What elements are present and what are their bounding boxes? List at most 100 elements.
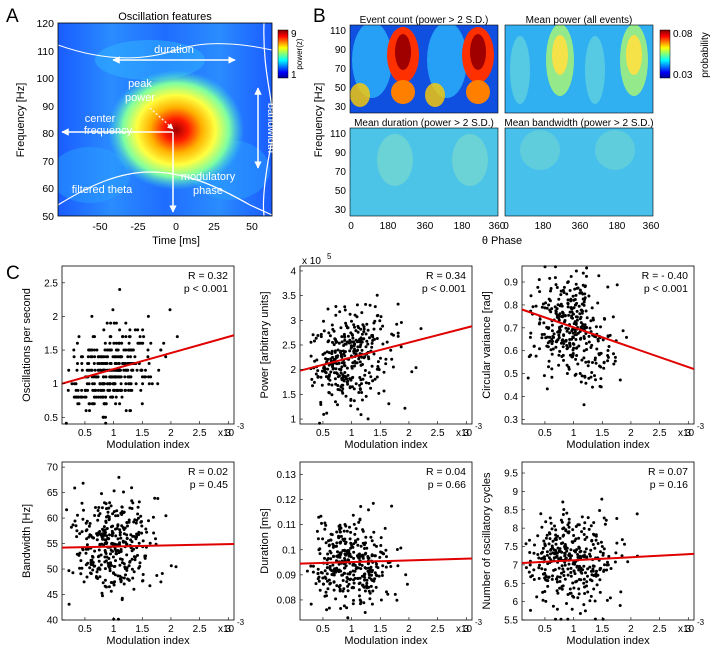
y-tick-label: 0.09 xyxy=(277,570,297,581)
y-tick-label: 9 xyxy=(512,487,518,498)
data-point xyxy=(316,577,320,581)
data-point xyxy=(88,402,92,406)
data-point xyxy=(378,555,382,559)
data-point xyxy=(99,388,103,392)
data-point xyxy=(349,577,353,581)
data-point xyxy=(606,354,610,357)
x-tick-label: 3 xyxy=(685,624,691,635)
data-point xyxy=(86,362,90,365)
data-point xyxy=(347,549,351,553)
data-point xyxy=(132,535,136,538)
data-point xyxy=(569,574,573,578)
data-point xyxy=(139,520,143,524)
panel-b-colorbar-max: 0.08 xyxy=(673,29,693,40)
data-point xyxy=(591,318,595,322)
data-point xyxy=(356,345,360,349)
data-point xyxy=(589,594,593,598)
data-point xyxy=(359,602,362,606)
panel-b-ytick: 110 xyxy=(330,129,346,140)
data-point xyxy=(118,328,122,332)
data-point xyxy=(338,555,342,559)
data-point xyxy=(346,572,350,576)
data-point xyxy=(366,355,370,359)
data-point xyxy=(584,571,587,575)
data-point xyxy=(578,312,582,316)
data-point xyxy=(543,555,546,559)
data-point xyxy=(552,556,556,560)
data-point xyxy=(526,376,530,380)
data-point xyxy=(352,343,356,347)
data-point xyxy=(371,379,375,383)
data-point xyxy=(542,374,546,378)
data-point xyxy=(358,563,362,566)
data-point xyxy=(572,346,576,350)
data-point xyxy=(116,348,120,352)
data-point xyxy=(587,527,591,531)
data-point xyxy=(561,345,565,349)
data-point xyxy=(564,338,568,342)
data-point xyxy=(146,355,150,359)
annotation-bandwidth: bandwidth xyxy=(265,103,277,153)
data-point xyxy=(587,294,591,298)
data-point xyxy=(125,566,129,570)
data-point xyxy=(564,528,568,532)
data-point xyxy=(364,345,368,349)
data-point xyxy=(336,550,339,554)
data-point xyxy=(550,352,554,356)
data-point xyxy=(543,557,547,561)
data-point xyxy=(574,282,578,286)
data-point xyxy=(370,334,374,337)
data-point xyxy=(358,594,361,598)
data-point xyxy=(77,553,81,557)
data-point xyxy=(582,527,586,530)
data-point xyxy=(381,552,385,556)
data-point xyxy=(140,402,144,406)
data-point xyxy=(583,323,587,327)
data-point xyxy=(156,497,160,500)
data-point xyxy=(65,508,69,512)
data-point xyxy=(323,521,327,525)
data-point xyxy=(331,573,335,577)
data-point xyxy=(90,348,94,352)
data-point xyxy=(575,354,579,357)
data-point xyxy=(576,362,580,366)
data-point xyxy=(352,542,356,546)
x-tick-label: 3 xyxy=(463,624,469,635)
data-point xyxy=(342,379,346,383)
data-point xyxy=(366,328,370,332)
data-point xyxy=(565,546,569,550)
panel-b-colorbar-min: 0.03 xyxy=(673,70,693,81)
data-point xyxy=(136,505,140,509)
data-point xyxy=(532,551,536,555)
data-point xyxy=(375,375,379,379)
data-point xyxy=(545,533,549,537)
data-point xyxy=(568,331,572,335)
data-point xyxy=(607,554,611,558)
data-point xyxy=(375,562,378,566)
data-point xyxy=(70,382,74,386)
y-axis-label: Power [arbitrary units] xyxy=(259,292,271,399)
stat-p: p = 0.16 xyxy=(650,479,688,491)
data-point xyxy=(599,325,602,329)
data-point xyxy=(363,611,367,614)
data-point xyxy=(555,580,559,584)
data-point xyxy=(544,301,548,305)
data-point xyxy=(337,341,341,345)
data-point xyxy=(374,585,378,589)
data-point xyxy=(562,334,566,337)
y-tick-label: 2.5 xyxy=(282,341,296,352)
stat-p: p < 0.001 xyxy=(184,283,228,295)
data-point xyxy=(568,557,572,560)
data-point xyxy=(365,339,369,343)
data-point xyxy=(168,308,172,312)
data-point xyxy=(366,417,370,421)
panel-b-title-1: Event count (power > 2 S.D.) xyxy=(360,15,489,26)
data-point xyxy=(551,335,555,338)
data-point xyxy=(109,562,112,566)
data-point xyxy=(85,543,89,547)
data-point xyxy=(341,589,345,593)
panel-a-ytick: 50 xyxy=(42,211,54,223)
data-point xyxy=(414,366,418,370)
data-point xyxy=(313,359,317,363)
data-point xyxy=(578,288,582,292)
